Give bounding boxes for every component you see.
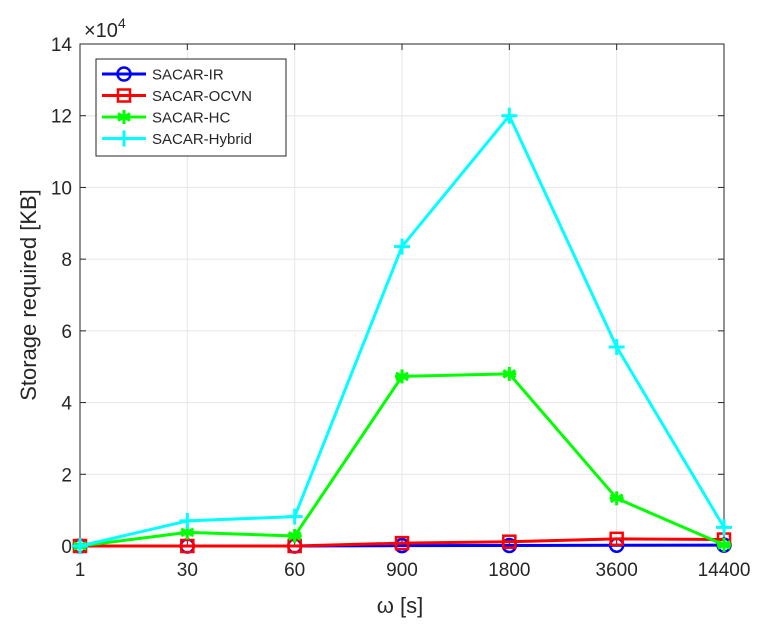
legend-label: SACAR-HC (152, 110, 231, 127)
legend-swatch-marker (116, 130, 132, 147)
x-tick-label: 3600 (596, 560, 638, 581)
y-tick-label: 14 (51, 35, 73, 56)
legend-swatch-marker (117, 110, 131, 124)
y-tick-label: 6 (61, 322, 72, 343)
y-tick-label: 8 (61, 250, 72, 271)
legend-label: SACAR-Hybrid (152, 131, 252, 148)
data-point-sacar-hybrid (716, 519, 732, 536)
x-tick-label: 1 (75, 560, 86, 581)
legend-item-sacar-hybrid: SACAR-Hybrid (102, 130, 252, 148)
data-point-sacar-ocvn (180, 538, 195, 554)
data-point-sacar-hybrid (72, 538, 88, 554)
axes: 1 30 60 900 1800 3600 14400 0 2 4 6 8 10 12 14 (51, 35, 751, 581)
series-line-sacar-ocvn (80, 537, 725, 548)
legend-item-sacar-hc: SACAR-HC (102, 110, 231, 127)
series-sacar-hybrid (72, 107, 732, 554)
y-tick-label: 4 (61, 394, 72, 415)
legend-swatch-marker (116, 66, 132, 82)
y-tick-label: 10 (51, 178, 72, 199)
y-multiplier-label: ×104 (84, 15, 126, 42)
y-tick-label: 2 (61, 465, 72, 486)
legend-item-sacar-ir: SACAR-IR (102, 66, 224, 84)
data-point-sacar-hc (502, 366, 517, 381)
legend-swatch-marker (116, 88, 132, 103)
x-tick-label: 30 (177, 560, 198, 581)
data-point-sacar-hybrid (179, 512, 196, 529)
data-point-sacar-ocvn (609, 531, 624, 547)
data-point-sacar-hc (395, 369, 409, 384)
x-tick-label: 60 (284, 560, 305, 581)
x-axis-label: ω [s] (377, 593, 424, 618)
data-point-sacar-hc (287, 528, 302, 543)
data-point-sacar-ocvn (502, 534, 517, 549)
legend-item-sacar-ocvn: SACAR-OCVN (102, 88, 252, 105)
data-point-sacar-hc (717, 537, 731, 552)
data-point-sacar-hc (180, 525, 195, 540)
y-tick-label: 12 (51, 107, 72, 128)
legend: SACAR-IR SACAR-OCVN SACAR-HC SACAR-Hybrid (95, 58, 287, 157)
x-tick-label: 1800 (488, 560, 530, 581)
data-point-sacar-hybrid (286, 508, 303, 525)
series (72, 107, 732, 554)
y-multiplier-exponent: 4 (118, 15, 126, 31)
legend-label: SACAR-OCVN (152, 88, 252, 105)
data-point-sacar-hybrid (608, 338, 625, 355)
x-tick-label: 14400 (698, 560, 751, 581)
data-point-sacar-hc (609, 491, 624, 506)
data-point-sacar-hybrid (394, 238, 410, 255)
data-point-sacar-hybrid (501, 107, 518, 124)
data-point-sacar-ocvn (394, 535, 410, 551)
x-tick-label: 900 (386, 560, 418, 581)
grid (79, 43, 725, 547)
legend-label: SACAR-IR (152, 67, 224, 84)
y-axis-label: Storage required [KB] (16, 189, 41, 401)
y-tick-label: 0 (61, 537, 72, 558)
